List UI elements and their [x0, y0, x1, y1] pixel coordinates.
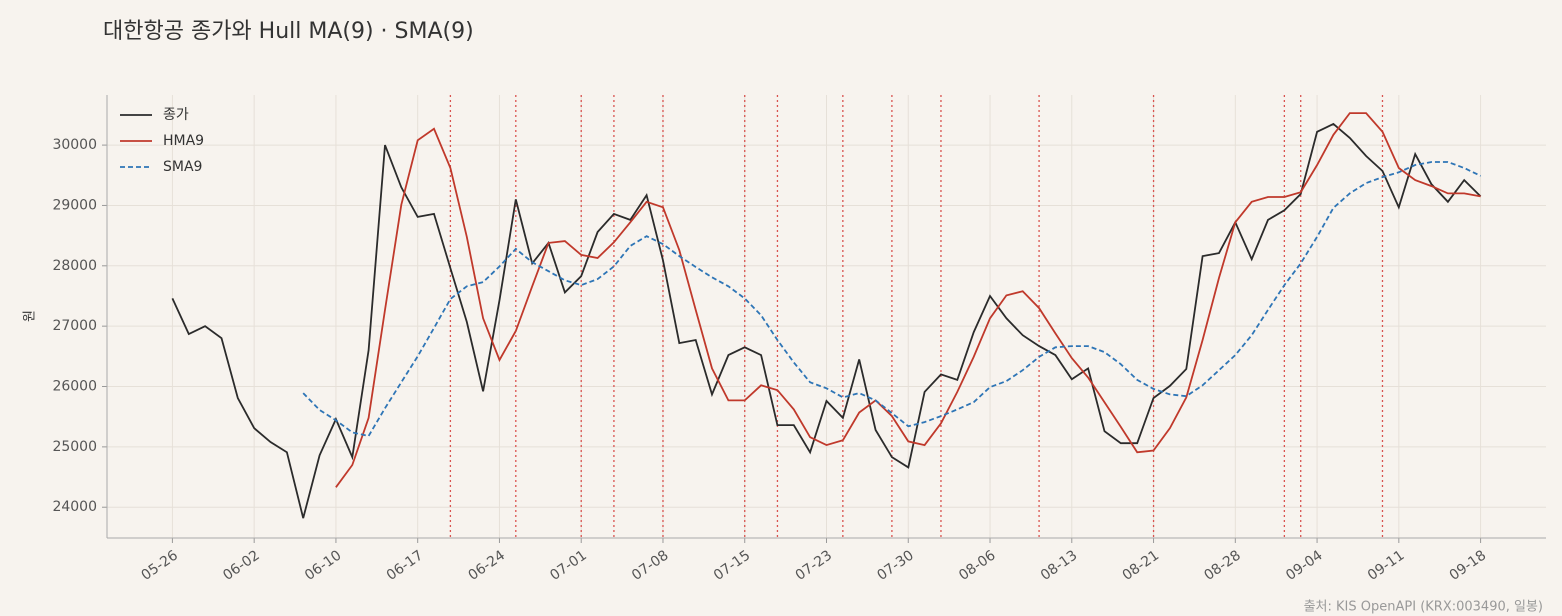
y-tick-label: 24000	[52, 499, 97, 515]
y-tick-label: 29000	[52, 197, 97, 213]
legend-label: SMA9	[163, 159, 202, 175]
source-note: 출처: KIS OpenAPI (KRX:003490, 일봉)	[1304, 600, 1543, 615]
y-tick-label: 30000	[52, 137, 97, 153]
legend-label: HMA9	[163, 133, 204, 149]
series-line	[302, 161, 1481, 438]
y-tick-label: 25000	[52, 439, 97, 455]
series-line	[171, 122, 1482, 519]
series-line	[335, 112, 1481, 488]
legend-label: 종가	[163, 107, 189, 123]
y-tick-label: 28000	[52, 258, 97, 274]
y-tick-label: 26000	[52, 379, 97, 395]
y-axis-label: 원	[23, 310, 38, 322]
y-tick-label: 27000	[52, 318, 97, 334]
chart-title: 대한항공 종가와 Hull MA(9) · SMA(9)	[103, 19, 474, 44]
